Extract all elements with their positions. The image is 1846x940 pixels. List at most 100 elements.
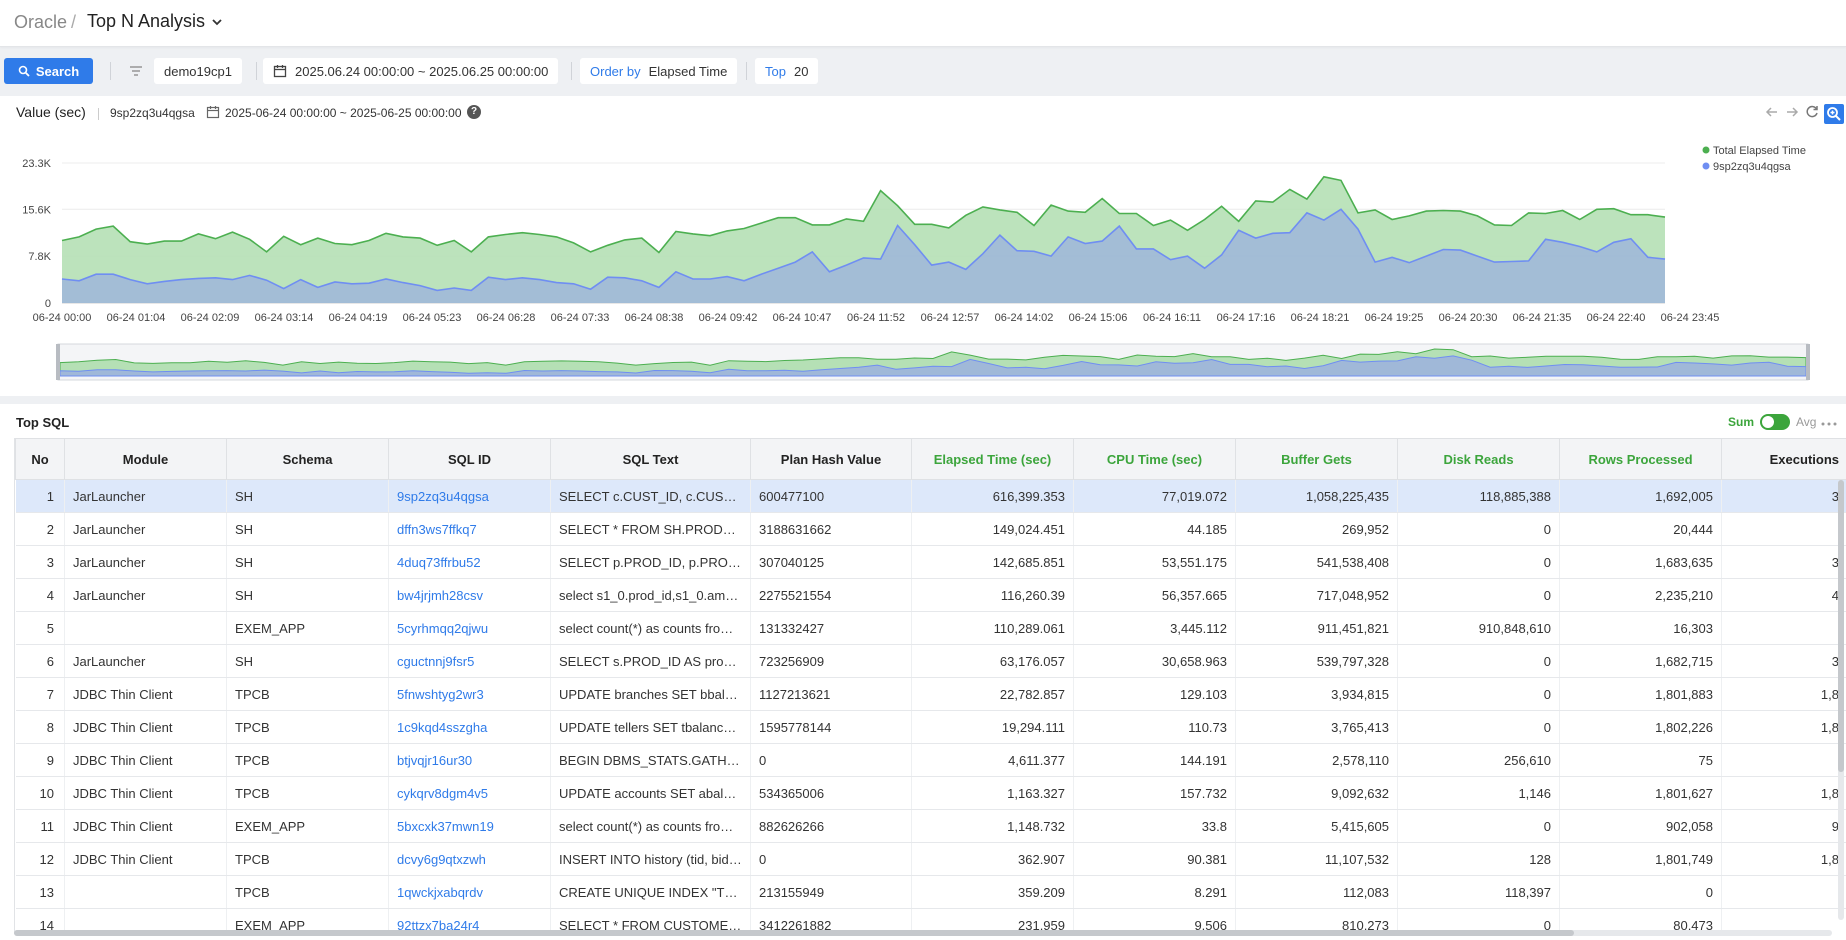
x-tick-label: 06-24 05:23 (403, 312, 462, 324)
col-header-module[interactable]: Module (64, 438, 227, 480)
more-icon[interactable] (1820, 421, 1838, 427)
search-icon (18, 65, 30, 77)
date-range-picker[interactable]: 2025.06.24 00:00:00 ~ 2025.06.25 00:00:0… (263, 58, 559, 84)
toggle-avg-label: Avg (1796, 415, 1817, 429)
cell-disk-reads: 0 (1397, 809, 1560, 843)
table-row[interactable]: 6 JarLauncher SH cguctnnj9fsr5 SELECT s.PROD… (15, 644, 1846, 678)
col-header-no[interactable]: No (15, 438, 65, 480)
cell-module: JarLauncher (64, 512, 227, 546)
horizontal-scroll-thumb[interactable] (14, 930, 1574, 936)
cell-sql-id[interactable]: cguctnnj9fsr5 (388, 644, 551, 678)
cell-no: 13 (15, 875, 65, 909)
table-row[interactable]: 7 JDBC Thin Client TPCB 5fnwshtyg2wr3 UPDATE… (15, 677, 1846, 711)
col-header-elapsed-time[interactable]: Elapsed Time (sec) (911, 438, 1074, 480)
table-row[interactable]: 12 JDBC Thin Client TPCB dcvy6g9qtxzwh INSER… (15, 842, 1846, 876)
table-row[interactable]: 4 JarLauncher SH bw4jrjmh28csv select s1_0.p… (15, 578, 1846, 612)
cell-cpu-time: 8.291 (1073, 875, 1236, 909)
filter-icon[interactable] (129, 64, 143, 78)
cell-no: 8 (15, 710, 65, 744)
table-row[interactable]: 9 JDBC Thin Client TPCB btjvqjr16ur30 BEGIN … (15, 743, 1846, 777)
legend-marker (1702, 146, 1710, 154)
x-tick-label: 06-24 22:40 (1587, 312, 1646, 324)
x-tick-label: 06-24 09:42 (699, 312, 758, 324)
cell-plan-hash: 213155949 (750, 875, 912, 909)
col-header-buffer-gets[interactable]: Buffer Gets (1235, 438, 1398, 480)
cell-sql-id[interactable]: cykqrv8dgm4v5 (388, 776, 551, 810)
cell-sql-id[interactable]: dffn3ws7ffkq7 (388, 512, 551, 546)
table-row[interactable]: 14 EXEM_APP 92ttzx7ba24r4 SELECT * FROM CUS… (15, 908, 1846, 932)
cell-sql-id[interactable]: 1c9kqd4sszgha (388, 710, 551, 744)
cell-sql-id[interactable]: btjvqjr16ur30 (388, 743, 551, 777)
col-header-rows-processed[interactable]: Rows Processed (1559, 438, 1722, 480)
table-row[interactable]: 13 TPCB 1qwckjxabqrdv CREATE UNIQUE INDEX "… (15, 875, 1846, 909)
cell-disk-reads: 0 (1397, 710, 1560, 744)
cell-schema: EXEM_APP (226, 809, 389, 843)
table-row[interactable]: 10 JDBC Thin Client TPCB cykqrv8dgm4v5 UPDAT… (15, 776, 1846, 810)
col-header-sql-text[interactable]: SQL Text (550, 438, 751, 480)
sum-avg-toggle-group: Sum Avg (1728, 414, 1816, 430)
cell-elapsed-time: 1,148.732 (911, 809, 1074, 843)
calendar-icon (273, 65, 287, 78)
cell-module: JarLauncher (64, 578, 227, 612)
cell-sql-id[interactable]: 5bxcxk37mwn19 (388, 809, 551, 843)
cell-schema: TPCB (226, 842, 389, 876)
vertical-scrollbar[interactable] (1838, 480, 1844, 920)
table-row[interactable]: 11 JDBC Thin Client EXEM_APP 5bxcxk37mwn19 s… (15, 809, 1846, 843)
vertical-scroll-thumb[interactable] (1838, 480, 1844, 772)
order-by-selector[interactable]: Order by Elapsed Time (580, 58, 738, 84)
table-row[interactable]: 3 JarLauncher SH 4duq73ffrbu52 SELECT p.PROD… (15, 545, 1846, 579)
table-row[interactable]: 5 EXEM_APP 5cyrhmqq2qjwu select count(*) as… (15, 611, 1846, 645)
cell-sql-text: BEGIN DBMS_STATS.GATHER… (550, 743, 751, 777)
cell-schema: TPCB (226, 677, 389, 711)
col-header-cpu-time[interactable]: CPU Time (sec) (1073, 438, 1236, 480)
page-title-dropdown[interactable]: Top N Analysis (87, 11, 223, 32)
cell-sql-id[interactable]: 4duq73ffrbu52 (388, 545, 551, 579)
cell-sql-id[interactable]: 92ttzx7ba24r4 (388, 908, 551, 932)
instance-value: demo19cp1 (164, 63, 232, 79)
cell-elapsed-time: 22,782.857 (911, 677, 1074, 711)
cell-sql-id[interactable]: 5fnwshtyg2wr3 (388, 677, 551, 711)
cell-sql-id[interactable]: 5cyrhmqq2qjwu (388, 611, 551, 645)
cell-sql-id[interactable]: bw4jrjmh28csv (388, 578, 551, 612)
cell-sql-text: select count(*) as counts fro… (550, 809, 751, 843)
table-row[interactable]: 1 JarLauncher SH 9sp2zq3u4qgsa SELECT c.CUST… (15, 479, 1846, 513)
search-button[interactable]: Search (4, 58, 93, 84)
instance-selector[interactable]: demo19cp1 (154, 58, 242, 84)
cell-sql-id[interactable]: 1qwckjxabqrdv (388, 875, 551, 909)
chart-sql-id: 9sp2zq3u4qgsa (110, 106, 195, 120)
arrow-right-icon[interactable] (1784, 104, 1800, 120)
cell-plan-hash: 0 (750, 842, 912, 876)
col-header-schema[interactable]: Schema (226, 438, 389, 480)
cell-executions: 1,8 (1721, 677, 1846, 711)
horizontal-scrollbar[interactable] (14, 930, 1832, 936)
divider (98, 108, 99, 120)
zoom-button[interactable] (1824, 104, 1844, 124)
table-row[interactable]: 8 JDBC Thin Client TPCB 1c9kqd4sszgha UPDATE… (15, 710, 1846, 744)
col-header-executions[interactable]: Executions (1721, 438, 1846, 480)
arrow-left-icon[interactable] (1764, 104, 1780, 120)
cell-rows-processed: 0 (1559, 875, 1722, 909)
cell-rows-processed: 1,802,226 (1559, 710, 1722, 744)
cell-plan-hash: 723256909 (750, 644, 912, 678)
help-icon[interactable]: ? (467, 105, 481, 119)
cell-buffer-gets: 541,538,408 (1235, 545, 1398, 579)
table-row[interactable]: 2 JarLauncher SH dffn3ws7ffkq7 SELECT * FROM… (15, 512, 1846, 546)
col-header-disk-reads[interactable]: Disk Reads (1397, 438, 1560, 480)
cell-disk-reads: 0 (1397, 545, 1560, 579)
breadcrumb-root[interactable]: Oracle (14, 12, 68, 32)
x-tick-label: 06-24 11:52 (847, 312, 905, 324)
cell-sql-id[interactable]: 9sp2zq3u4qgsa (388, 479, 551, 513)
order-by-value: Elapsed Time (648, 63, 728, 79)
col-header-plan-hash[interactable]: Plan Hash Value (750, 438, 912, 480)
refresh-icon[interactable] (1804, 104, 1820, 120)
cell-cpu-time: 53,551.175 (1073, 545, 1236, 579)
cell-no: 12 (15, 842, 65, 876)
cell-sql-id[interactable]: dcvy6g9qtxzwh (388, 842, 551, 876)
cell-cpu-time: 129.103 (1073, 677, 1236, 711)
top-n-selector[interactable]: Top 20 (755, 58, 819, 84)
cell-executions (1721, 743, 1846, 777)
sum-avg-toggle[interactable] (1760, 414, 1791, 430)
cell-module: JDBC Thin Client (64, 776, 227, 810)
col-header-sql-id[interactable]: SQL ID (388, 438, 551, 480)
cell-module (64, 908, 227, 932)
